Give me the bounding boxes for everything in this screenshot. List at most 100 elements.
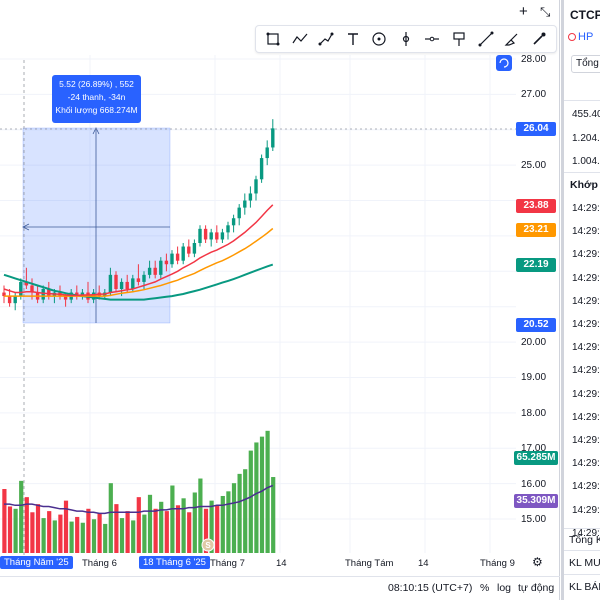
- candle-body: [159, 260, 163, 275]
- circle-tool-icon[interactable]: [368, 28, 390, 50]
- bottom-bar: 08:10:15 (UTC+7) % log tự động: [0, 576, 560, 600]
- matched-time: 14:29:3: [572, 527, 600, 539]
- rectangle-tool-icon[interactable]: [262, 28, 284, 50]
- log-scale-button[interactable]: log: [497, 582, 512, 594]
- dividend-marker: [201, 538, 215, 552]
- flag-tool-icon[interactable]: [448, 28, 470, 50]
- volume-bar: [198, 478, 203, 553]
- matched-time: 14:29:5: [572, 249, 600, 261]
- volume-bar: [131, 520, 136, 553]
- volume-bar: [265, 430, 270, 553]
- polyline-tool-icon[interactable]: [315, 28, 337, 50]
- stat-value: 1.004.9: [572, 156, 600, 167]
- candle-body: [259, 158, 264, 180]
- volume-bar: [181, 498, 186, 553]
- eyedropper-tool-icon[interactable]: [528, 28, 550, 50]
- volume-bar: [142, 514, 147, 553]
- volume-bar: [13, 508, 18, 553]
- time-label: Tháng Tám: [345, 558, 394, 569]
- candle-body: [30, 285, 34, 293]
- matched-time: 14:29:5: [572, 342, 600, 354]
- volume-bar: [114, 504, 119, 553]
- matched-time: 14:29:4: [572, 481, 600, 493]
- ma-orange-line: [4, 227, 274, 297]
- candle-body: [119, 281, 124, 289]
- candle-body: [63, 296, 68, 300]
- drawing-toolbar: [255, 25, 557, 53]
- time-label: 14: [418, 558, 429, 569]
- volume-bar: [7, 506, 13, 553]
- reload-button[interactable]: [496, 55, 512, 71]
- matched-time: 14:29:5: [572, 203, 600, 214]
- time-label: Tháng 6: [82, 558, 117, 569]
- volume-bar: [175, 505, 181, 553]
- summary-tab[interactable]: Tổng: [571, 55, 600, 73]
- candle-body: [41, 289, 45, 300]
- ma-green-tag: 22.19: [516, 258, 556, 272]
- add-icon[interactable]: +: [519, 3, 528, 20]
- percent-scale-button[interactable]: %: [480, 582, 490, 594]
- stat-value: 455.40: [572, 109, 600, 120]
- matched-header: Khớp: [570, 179, 598, 191]
- path-tool-icon[interactable]: [289, 28, 311, 50]
- last-price-tag: 26.04: [516, 122, 556, 136]
- volume-bar: [248, 450, 253, 553]
- matched-time: 14:29:5: [572, 272, 600, 284]
- ma-red-line: [3, 204, 274, 297]
- ma-red-tag: 23.88: [516, 199, 556, 213]
- volume-bar: [52, 520, 57, 553]
- symbol-label[interactable]: HP: [568, 31, 593, 43]
- matched-time: 14:29:5: [572, 319, 600, 330]
- volume-bar: [170, 485, 175, 553]
- chart-plot-area[interactable]: S: [0, 0, 560, 600]
- candle-body: [170, 253, 174, 265]
- measure-low-tag: 20.52: [516, 318, 556, 332]
- ma-orange-tag: 23.21: [516, 223, 556, 237]
- price-tick: 25.00: [521, 160, 547, 171]
- company-title: CTCP: [570, 8, 600, 22]
- svg-text:S: S: [205, 541, 211, 550]
- volume-bar: [91, 519, 97, 553]
- footer-sell: KL BÁN: [569, 581, 600, 593]
- time-label-crosshair: Tháng Năm '25: [0, 556, 73, 569]
- clock-time[interactable]: 08:10:15 (UTC+7): [388, 582, 473, 594]
- volume-bar: [226, 491, 231, 553]
- volume-bar: [125, 511, 130, 553]
- volume-bar: [271, 477, 276, 553]
- candle-body: [2, 292, 6, 297]
- candle-body: [142, 274, 146, 282]
- volume-bar: [97, 513, 102, 553]
- text-tool-icon[interactable]: [342, 28, 364, 50]
- collapse-icon[interactable]: ⤡: [540, 4, 551, 19]
- volume-bar: [203, 508, 209, 553]
- candle-body: [198, 228, 202, 243]
- auto-scale-button[interactable]: tự động: [518, 582, 555, 594]
- volume-bar: [237, 473, 242, 553]
- volume-ma-tag: 35.309M: [514, 494, 558, 508]
- volume-bar: [58, 514, 63, 553]
- price-tick: 27.00: [521, 89, 547, 100]
- matched-time: 14:29:4: [572, 435, 600, 446]
- matched-time: 14:29:5: [572, 226, 600, 238]
- candle-body: [243, 200, 247, 208]
- candle-body: [13, 296, 17, 304]
- trend-line-tool-icon[interactable]: [475, 28, 497, 50]
- measure-price-change: 5.52 (26.89%) , 552: [59, 79, 134, 89]
- matched-time: 14:29:4: [572, 388, 600, 400]
- horizontal-line-tool-icon[interactable]: [421, 28, 443, 50]
- brush-tool-icon[interactable]: [501, 28, 523, 50]
- price-marker-tool-icon[interactable]: [395, 28, 417, 50]
- volume-bar: [75, 516, 80, 553]
- candle-body: [203, 228, 208, 240]
- chart-panel[interactable]: S + ⤡ 5.52 (26.89%) , 552 -24 thanh, -34…: [0, 0, 560, 600]
- volume-bar: [63, 500, 69, 553]
- time-axis[interactable]: Tháng Năm '25 Tháng 6 18 Tháng 6 '25 Thá…: [0, 553, 560, 573]
- volume-bar: [147, 494, 153, 553]
- settings-icon[interactable]: ⚙: [532, 555, 543, 569]
- stat-value: 1.204.0: [572, 133, 600, 144]
- candle-body: [181, 246, 185, 261]
- candle-body: [114, 274, 118, 289]
- volume-tag: 65.285M: [514, 451, 558, 465]
- volume-bar: [86, 508, 91, 553]
- matched-time: 14:29:5: [572, 295, 600, 307]
